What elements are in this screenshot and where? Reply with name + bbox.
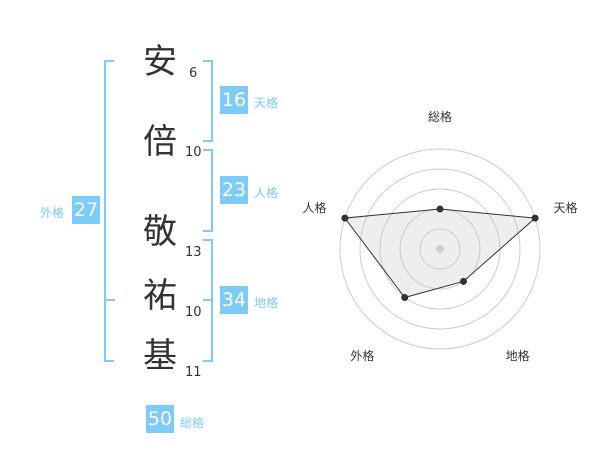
radar-center [436,245,444,253]
chikaku-label: 地格 [254,296,279,310]
radar-axis-label: 総格 [428,109,452,124]
radar-axis-label: 外格 [350,348,374,363]
radar-point [401,294,409,302]
soukaku-label: 総格 [180,416,205,430]
tenkaku-value: 16 [220,86,248,114]
jinkaku-value: 23 [220,176,248,204]
gaikaku-bracket-tick [104,299,115,301]
chikaku-bracket-tick [203,299,212,301]
name-char-1: 安 [143,42,177,82]
radar-ring [359,168,521,330]
jinkaku-label: 人格 [254,186,279,200]
chikaku-value: 34 [220,286,248,314]
gaikaku-label: 外格 [40,206,65,220]
jinkaku-bracket [203,149,213,232]
radar-point [531,214,539,222]
stroke-count-2: 10 [185,145,202,160]
stroke-count-3: 13 [185,245,202,260]
radar-point [460,277,468,285]
radar-ring [339,148,541,350]
stroke-count-5: 11 [185,365,202,380]
radar-area [343,208,537,299]
radar-axis-label: 天格 [554,200,578,215]
radar-ring [419,228,461,270]
name-char-4: 祐 [143,276,177,316]
name-char-3: 敬 [143,212,177,252]
name-char-2: 倍 [143,122,177,162]
gaikaku-bracket [104,60,114,362]
stroke-count-4: 10 [185,305,202,320]
soukaku-value: 50 [146,405,174,433]
stroke-count-1: 6 [189,66,198,81]
radar-axis-label: 人格 [302,200,326,215]
radar-point [436,205,444,213]
tenkaku-label: 天格 [254,96,279,110]
radar-axis-label: 地格 [506,348,530,363]
radar-point [341,214,349,222]
chikaku-bracket [203,239,213,362]
gaikaku-value: 27 [72,196,100,224]
tenkaku-bracket [203,60,213,142]
name-char-5: 基 [143,336,177,376]
